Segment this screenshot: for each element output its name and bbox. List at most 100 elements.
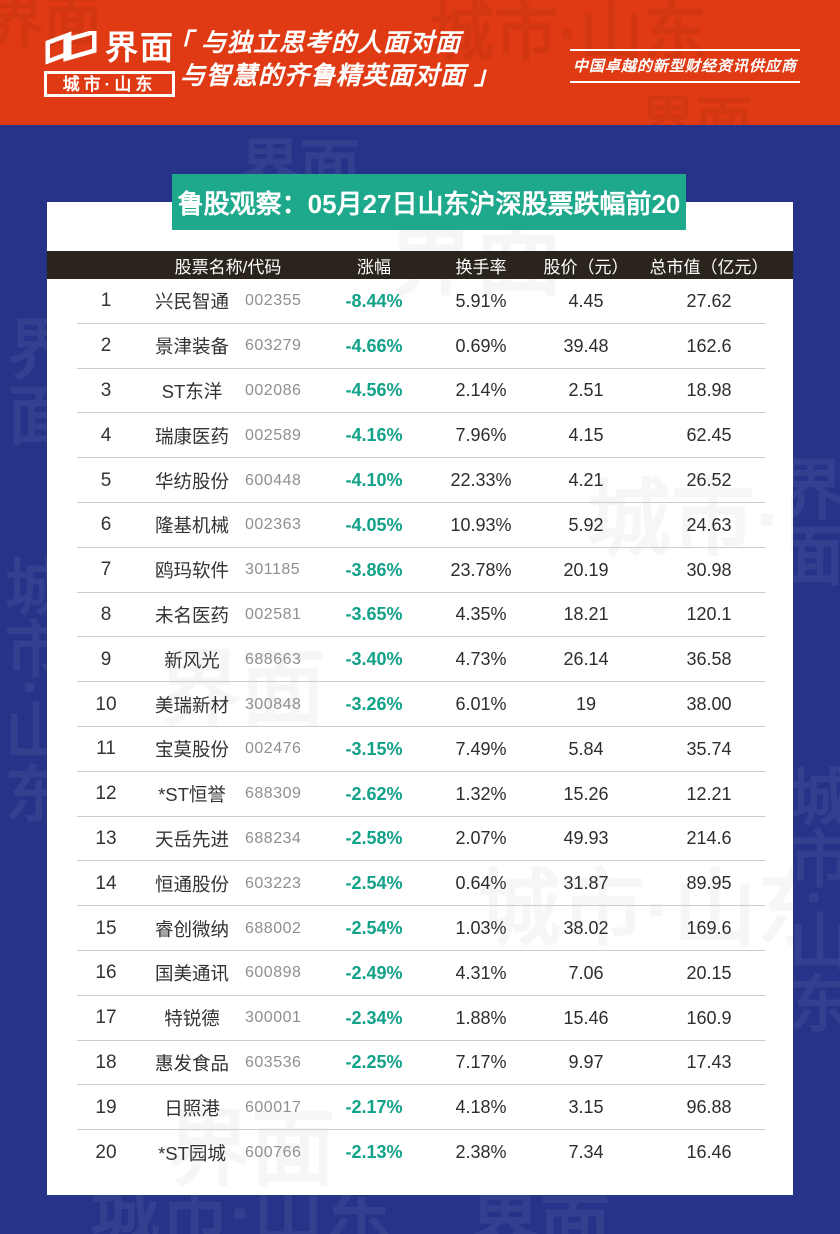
stock-name-cell: 天岳先进 bbox=[154, 828, 229, 850]
rank-cell: 9 bbox=[100, 648, 112, 670]
table-row: 16 国美通讯 600898 -2.49% 4.31% 7.06 20.15 bbox=[47, 951, 793, 996]
watermark-text: 界面 bbox=[640, 91, 752, 125]
change-cell: -8.44% bbox=[345, 290, 403, 311]
turnover-cell: 4.73% bbox=[455, 649, 507, 670]
table-row: 4 瑞康医药 002589 -4.16% 7.96% 4.15 62.45 bbox=[47, 413, 793, 458]
table-row: 6 隆基机械 002363 -4.05% 10.93% 5.92 24.63 bbox=[47, 503, 793, 548]
stock-name-cell: 惠发食品 bbox=[154, 1052, 229, 1074]
price-cell: 4.15 bbox=[568, 425, 604, 446]
change-cell: -4.16% bbox=[345, 425, 403, 446]
table-row: 1 兴民智通 002355 -8.44% 5.91% 4.45 27.62 bbox=[47, 279, 793, 324]
price-cell: 19 bbox=[575, 694, 597, 715]
market-cap-cell: 160.9 bbox=[686, 1007, 732, 1028]
stock-code-cell: 603536 bbox=[245, 1053, 302, 1071]
body-background: 界面 城市·山东 界面 城市·山东 城市·山东 界面 界面 鲁股观察：05月27… bbox=[0, 125, 840, 1234]
column-header-name-code: 股票名称/代码 bbox=[174, 257, 282, 277]
market-cap-cell: 27.62 bbox=[686, 290, 732, 311]
table-row: 19 日照港 600017 -2.17% 4.18% 3.15 96.88 bbox=[47, 1085, 793, 1130]
stock-code-cell: 600766 bbox=[245, 1143, 302, 1161]
change-cell: -2.54% bbox=[345, 873, 403, 894]
jiemian-logo-icon bbox=[45, 31, 97, 65]
change-cell: -2.34% bbox=[345, 1007, 403, 1028]
price-cell: 49.93 bbox=[563, 828, 609, 849]
tagline-rule-bottom bbox=[569, 81, 800, 83]
rank-cell: 3 bbox=[100, 379, 112, 401]
price-cell: 7.34 bbox=[568, 1142, 604, 1163]
price-cell: 4.21 bbox=[568, 470, 604, 491]
stock-name-cell: 特锐德 bbox=[164, 1008, 220, 1030]
rank-cell: 14 bbox=[95, 872, 117, 894]
change-cell: -3.26% bbox=[345, 694, 403, 715]
table-row: 3 ST东洋 002086 -4.56% 2.14% 2.51 18.98 bbox=[47, 369, 793, 414]
market-cap-cell: 20.15 bbox=[686, 962, 732, 983]
market-cap-cell: 18.98 bbox=[686, 380, 732, 401]
change-cell: -2.62% bbox=[345, 783, 403, 804]
stock-name-cell: 景津装备 bbox=[154, 336, 229, 358]
change-cell: -3.86% bbox=[345, 559, 403, 580]
change-cell: -4.66% bbox=[345, 335, 403, 356]
rank-cell: 4 bbox=[100, 424, 112, 446]
market-cap-cell: 38.00 bbox=[686, 694, 732, 715]
rank-cell: 5 bbox=[100, 469, 112, 491]
change-cell: -4.05% bbox=[345, 514, 403, 535]
stock-code-cell: 300848 bbox=[245, 695, 302, 713]
turnover-cell: 23.78% bbox=[450, 559, 512, 580]
brand-region-badge: 城市·山东 bbox=[44, 71, 175, 97]
change-cell: -4.56% bbox=[345, 380, 403, 401]
table-row: 10 美瑞新材 300848 -3.26% 6.01% 19 38.00 bbox=[47, 682, 793, 727]
table-row: 8 未名医药 002581 -3.65% 4.35% 18.21 120.1 bbox=[47, 593, 793, 638]
stock-name-cell: 兴民智通 bbox=[154, 291, 229, 313]
stock-code-cell: 301185 bbox=[245, 561, 301, 579]
brand-block: 界面 城市·山东 bbox=[44, 31, 175, 97]
stock-name-cell: *ST恒誉 bbox=[158, 784, 226, 806]
stock-code-cell: 688002 bbox=[245, 919, 302, 937]
table-row: 17 特锐德 300001 -2.34% 1.88% 15.46 160.9 bbox=[47, 996, 793, 1041]
table-row: 18 惠发食品 603536 -2.25% 7.17% 9.97 17.43 bbox=[47, 1041, 793, 1086]
slogan-line-2: 与智慧的齐鲁精英面对面 」 bbox=[180, 62, 500, 90]
stock-name-cell: 隆基机械 bbox=[154, 515, 229, 537]
price-cell: 2.51 bbox=[568, 380, 604, 401]
table-row: 15 睿创微纳 688002 -2.54% 1.03% 38.02 169.6 bbox=[47, 906, 793, 951]
price-cell: 5.84 bbox=[568, 738, 604, 759]
market-cap-cell: 35.74 bbox=[686, 738, 732, 759]
stock-name-cell: 恒通股份 bbox=[154, 873, 229, 895]
title-banner: 鲁股观察：05月27日山东沪深股票跌幅前20 bbox=[172, 174, 686, 230]
market-cap-cell: 24.63 bbox=[686, 514, 732, 535]
change-cell: -3.15% bbox=[345, 738, 403, 759]
market-cap-cell: 162.6 bbox=[686, 335, 732, 356]
stock-code-cell: 603279 bbox=[245, 337, 302, 355]
stock-code-cell: 002476 bbox=[245, 740, 302, 758]
table-row: 20 *ST园城 600766 -2.13% 2.38% 7.34 16.46 bbox=[47, 1130, 793, 1175]
price-cell: 5.92 bbox=[568, 514, 604, 535]
market-cap-cell: 26.52 bbox=[686, 470, 732, 491]
rank-cell: 19 bbox=[95, 1096, 117, 1118]
rank-cell: 12 bbox=[95, 783, 117, 805]
market-cap-cell: 30.98 bbox=[686, 559, 732, 580]
stock-name-cell: 宝莫股份 bbox=[154, 739, 229, 761]
turnover-cell: 4.31% bbox=[455, 962, 507, 983]
turnover-cell: 2.38% bbox=[455, 1142, 507, 1163]
price-cell: 15.46 bbox=[563, 1007, 609, 1028]
rank-cell: 7 bbox=[100, 559, 112, 581]
market-cap-cell: 12.21 bbox=[686, 783, 732, 804]
rank-cell: 1 bbox=[100, 290, 112, 312]
column-header-price: 股价（元） bbox=[543, 257, 629, 277]
stock-name-cell: 美瑞新材 bbox=[154, 694, 229, 716]
table-row: 14 恒通股份 603223 -2.54% 0.64% 31.87 89.95 bbox=[47, 861, 793, 906]
column-header-market-cap: 总市值（亿元） bbox=[649, 257, 769, 277]
market-cap-cell: 120.1 bbox=[686, 604, 732, 625]
change-cell: -4.10% bbox=[345, 470, 403, 491]
price-cell: 9.97 bbox=[568, 1052, 604, 1073]
stock-code-cell: 688663 bbox=[245, 650, 302, 668]
turnover-cell: 1.32% bbox=[455, 783, 507, 804]
rank-cell: 11 bbox=[96, 738, 116, 760]
table-header-row: 股票名称/代码 涨幅 换手率 股价（元） 总市值（亿元） bbox=[47, 251, 793, 279]
table-row: 11 宝莫股份 002476 -3.15% 7.49% 5.84 35.74 bbox=[47, 727, 793, 772]
turnover-cell: 1.88% bbox=[455, 1007, 507, 1028]
rank-cell: 15 bbox=[95, 917, 117, 939]
rank-cell: 20 bbox=[95, 1141, 117, 1163]
change-cell: -3.65% bbox=[345, 604, 403, 625]
table-row: 2 景津装备 603279 -4.66% 0.69% 39.48 162.6 bbox=[47, 324, 793, 369]
price-cell: 20.19 bbox=[563, 559, 609, 580]
stock-name-cell: 国美通讯 bbox=[154, 963, 229, 985]
